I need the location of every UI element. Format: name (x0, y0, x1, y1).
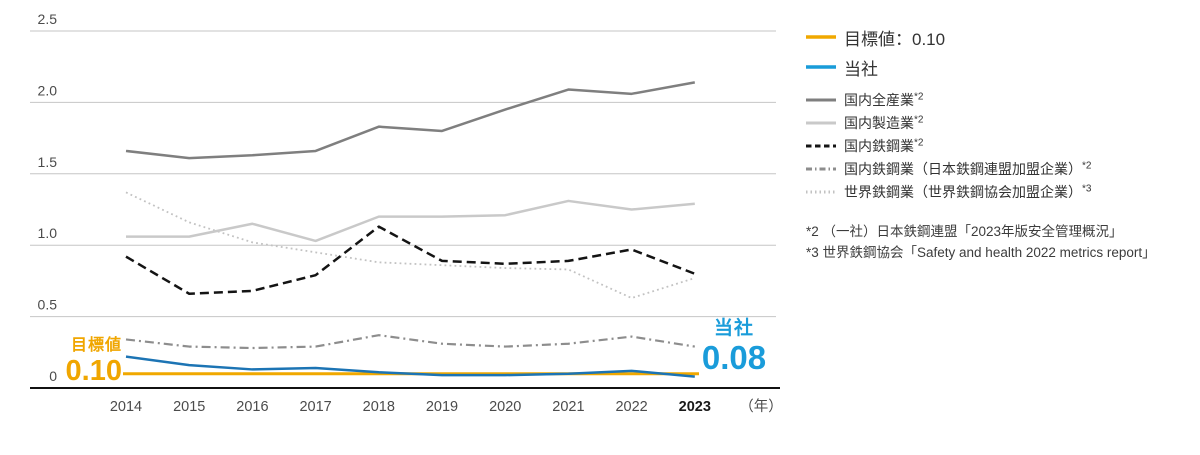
legend: 目標値：0.10 当社国内全産業*2 国内製造業*2 国内鉄鋼業*2 国内鉄鋼業（日本鉄… (806, 22, 1198, 263)
series-line-all_industries (125, 81, 696, 160)
legend-item-manufacturing: 国内製造業*2 (806, 111, 1198, 134)
x-tick-label: 2021 (552, 399, 584, 415)
legend-item-company: 当社 (806, 52, 1198, 82)
target-annotation: 目標値 0.10 (18, 338, 122, 386)
legend-label-steel: 国内鉄鋼業*2 (844, 136, 924, 154)
y-tick-label: 1.0 (38, 225, 58, 241)
legend-swatch-world_steel-line-icon (806, 190, 836, 193)
legend-swatch-manufacturing-line-icon (806, 121, 836, 124)
chart-area: 2.5 2.0 1.5 1.0 0.5 0 2014 2015 2016 2017 2018 2019… (30, 11, 783, 415)
legend-label-steel_federation: 国内鉄鋼業（日本鉄鋼連盟加盟企業）*2 (844, 159, 1092, 177)
legend-label-target: 目標値：0.10 (844, 29, 946, 49)
legend-footnote-marker: *2 (914, 136, 924, 148)
company-annotation-label: 当社 (713, 318, 754, 339)
series-line-company (125, 355, 695, 378)
legend-label-world_steel: 世界鉄鋼業（世界鉄鋼協会加盟企業）*3 (844, 182, 1092, 200)
legend-swatch-target-line-icon (806, 35, 836, 39)
series-line-manufacturing (126, 199, 695, 243)
company-annotation-value: 0.08 (701, 339, 767, 376)
legend-swatch-company-line-icon (806, 65, 836, 69)
company-annotation: 当社 0.08 (696, 319, 772, 374)
legend-swatch-steel_federation-line-icon (806, 167, 836, 170)
legend-item-target: 目標値：0.10 (806, 22, 1198, 52)
x-tick-label: 2017 (299, 399, 331, 415)
x-tick-label: 2023 (679, 399, 711, 415)
legend-label-manufacturing: 国内製造業*2 (844, 113, 924, 131)
legend-footnote-marker: *3 (1082, 182, 1092, 194)
legend-item-steel: 国内鉄鋼業*2 (806, 134, 1198, 157)
legend-label-all_industries: 国内全産業*2 (844, 90, 924, 108)
x-tick-label: 2015 (173, 399, 205, 415)
legend-label-company: 当社 (844, 59, 878, 79)
x-tick-label: 2018 (363, 399, 395, 415)
target-annotation-value: 0.10 (65, 355, 122, 387)
x-tick-label: 2016 (236, 399, 268, 415)
legend-footnote-marker: *2 (1082, 159, 1092, 171)
y-tick-label: 2.5 (38, 11, 58, 27)
series-line-steel (125, 225, 696, 296)
y-tick-label: 0 (49, 368, 57, 384)
y-tick-label: 1.5 (38, 154, 58, 170)
x-tick-label: 2022 (615, 399, 647, 415)
legend-list: 目標値：0.10 当社国内全産業*2 国内製造業*2 国内鉄鋼業*2 国内鉄鋼業（日本鉄… (806, 22, 1198, 203)
chart-svg: 2.5 2.0 1.5 1.0 0.5 0 2014 2015 2016 2017 2018 2019… (30, 11, 783, 415)
legend-footnote-marker: *2 (914, 113, 924, 125)
footnote-3: *3 世界鉄鋼協会「Safety and health 2022 metrics… (806, 245, 1156, 260)
legend-footnote-marker: *2 (914, 90, 924, 102)
y-tick-label: 2.0 (38, 82, 58, 98)
x-tick-label: 2019 (426, 399, 458, 415)
footnotes: *2 （一社）日本鉄鋼連盟「2023年版安全管理概況」 *3 世界鉄鋼協会「Sa… (806, 221, 1198, 263)
legend-swatch-all_industries-line-icon (806, 98, 836, 101)
series-line-steel_federation (125, 334, 695, 350)
legend-item-steel_federation: 国内鉄鋼業（日本鉄鋼連盟加盟企業）*2 (806, 157, 1198, 180)
target-annotation-label: 目標値 (70, 337, 122, 354)
series-line-world_steel (125, 191, 696, 299)
x-tick-label: 2020 (489, 399, 521, 415)
legend-item-all_industries: 国内全産業*2 (806, 88, 1198, 111)
x-axis-unit-label: （年） (739, 398, 783, 415)
legend-swatch-steel-line-icon (806, 144, 836, 147)
footnote-2: *2 （一社）日本鉄鋼連盟「2023年版安全管理概況」 (806, 224, 1123, 239)
x-tick-label: 2014 (110, 399, 142, 415)
y-tick-label: 0.5 (38, 297, 58, 313)
legend-item-world_steel: 世界鉄鋼業（世界鉄鋼協会加盟企業）*3 (806, 180, 1198, 203)
